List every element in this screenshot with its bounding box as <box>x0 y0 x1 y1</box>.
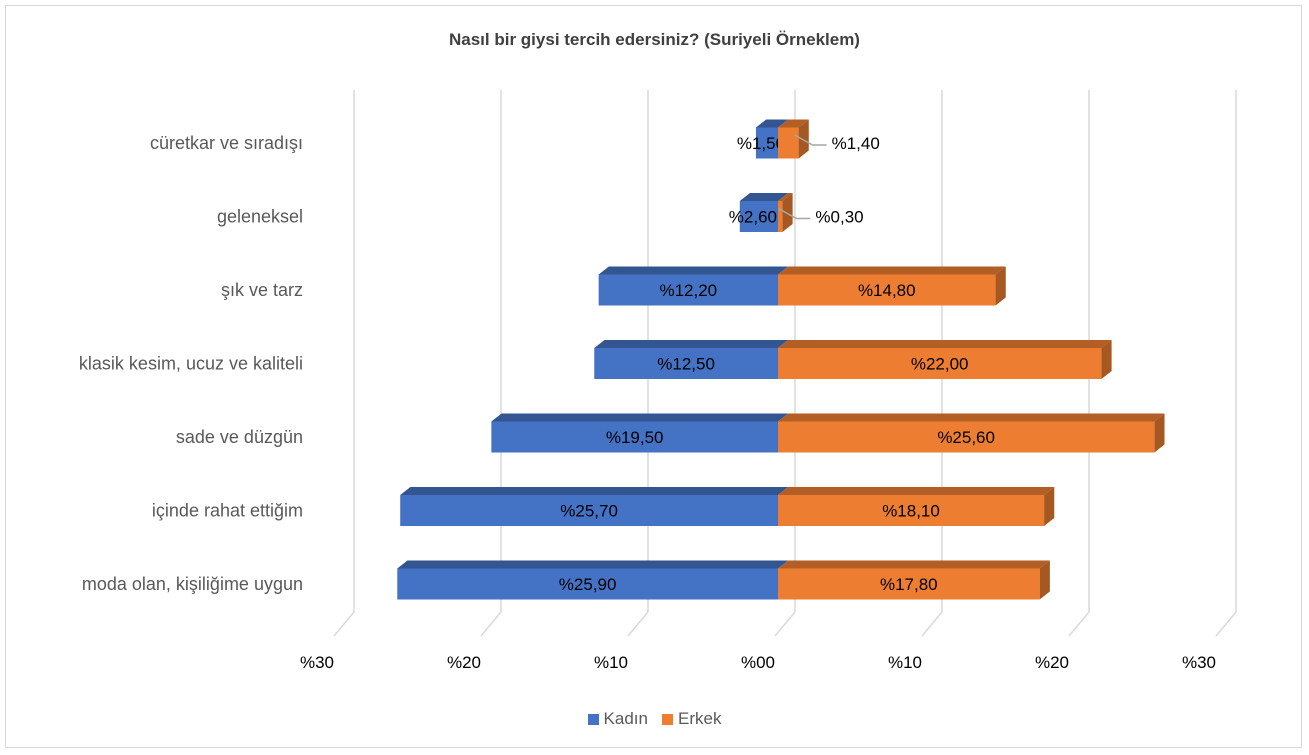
data-label-leader <box>778 207 811 220</box>
category-label: cüretkar ve sıradışı <box>150 133 303 153</box>
bar-front-face <box>755 127 778 159</box>
x-tick-label: %30 <box>1182 653 1216 672</box>
bar-kadin: %12,20 <box>598 266 789 306</box>
legend-item-kadin: Kadın <box>587 709 648 729</box>
data-label: %18,10 <box>882 502 940 521</box>
bar-front-face <box>594 348 778 379</box>
bar-top-face <box>739 193 789 201</box>
bar-front-face <box>778 495 1045 526</box>
data-label: %0,30 <box>815 208 863 227</box>
bar-front-face <box>778 274 996 306</box>
bar-side-face <box>782 193 793 232</box>
bar-side-face <box>995 266 1006 306</box>
x-tick-label: %10 <box>888 653 922 672</box>
bar-kadin: %12,50 <box>594 340 789 379</box>
category-label: şık ve tarz <box>221 280 303 300</box>
bar-erkek: %22,00 <box>778 340 1112 379</box>
gridline-foot <box>921 611 943 637</box>
bar-front-face <box>598 274 778 306</box>
bar-side-face <box>1154 413 1165 453</box>
category-label: geleneksel <box>217 207 303 227</box>
bar-front-face <box>778 127 799 159</box>
bar-front-face <box>739 201 778 232</box>
data-label: %25,60 <box>937 428 995 447</box>
data-label: %1,50 <box>737 134 785 153</box>
bar-erkek: %14,80 <box>778 266 1006 306</box>
bar-top-face <box>755 119 789 128</box>
bar-erkek: %17,80 <box>778 560 1050 600</box>
legend-swatch-erkek <box>661 713 673 725</box>
bar-side-face <box>798 119 809 159</box>
bar-erkek: %25,60 <box>778 413 1165 453</box>
category-label: moda olan, kişiliğime uygun <box>82 574 303 594</box>
bar-side-face <box>1039 560 1050 600</box>
data-label: %12,20 <box>659 281 717 300</box>
data-label: %25,70 <box>560 502 618 521</box>
chart-title: Nasıl bir giysi tercih edersiniz? (Suriy… <box>449 30 860 49</box>
bar-top-face <box>778 413 1165 422</box>
data-label: %2,60 <box>729 208 777 227</box>
gridline-foot <box>627 611 649 637</box>
data-label: %12,50 <box>657 355 715 374</box>
bar-top-face <box>491 413 789 422</box>
legend-swatch-kadin <box>587 713 599 725</box>
bar-side-face <box>1101 340 1112 379</box>
bar-kadin: %2,60 <box>729 193 789 232</box>
gridline-foot <box>1215 611 1237 637</box>
bar-erkek: %0,30 <box>778 193 864 232</box>
bar-top-face <box>400 487 789 495</box>
data-label: %22,00 <box>911 355 969 374</box>
gridline-foot <box>480 611 502 637</box>
data-label: %17,80 <box>880 575 938 594</box>
bar-kadin: %25,70 <box>400 487 789 526</box>
x-tick-label: %10 <box>594 653 628 672</box>
legend-label-erkek: Erkek <box>677 709 722 728</box>
legend-label-kadin: Kadın <box>603 709 648 728</box>
gridline-foot <box>1068 611 1090 637</box>
x-tick-label: %00 <box>741 653 775 672</box>
bar-top-face <box>594 340 789 348</box>
legend-item-erkek: Erkek <box>661 709 722 729</box>
bar-front-face <box>778 201 783 232</box>
category-label: sade ve düzgün <box>176 427 303 447</box>
category-label: içinde rahat ettiğim <box>152 501 303 521</box>
data-label: %19,50 <box>606 428 664 447</box>
bar-front-face <box>400 495 778 526</box>
gridline-foot <box>333 611 355 637</box>
bar-top-face <box>778 340 1112 348</box>
bar-front-face <box>778 568 1040 600</box>
x-tick-label: %30 <box>300 653 334 672</box>
bar-front-face <box>491 421 778 453</box>
bar-erkek: %18,10 <box>778 487 1055 526</box>
bar-kadin: %19,50 <box>491 413 789 453</box>
bar-erkek: %1,40 <box>778 119 880 159</box>
data-label: %14,80 <box>858 281 916 300</box>
legend: Kadın Erkek <box>0 709 1309 729</box>
bar-top-face <box>598 266 789 275</box>
bar-front-face <box>778 421 1155 453</box>
bar-kadin: %1,50 <box>737 119 789 159</box>
data-label: %1,40 <box>832 134 880 153</box>
bar-front-face <box>397 568 778 600</box>
bar-top-face <box>778 193 793 201</box>
bar-top-face <box>778 266 1006 275</box>
data-label-leader <box>794 134 827 146</box>
bar-front-face <box>778 348 1102 379</box>
chart-plot: %30 %20 %10 %00 %10 %20 %30 cüretkar ve sıradış… <box>79 90 1237 672</box>
data-label: %25,90 <box>559 575 617 594</box>
bar-top-face <box>778 119 809 128</box>
category-label: klasik kesim, ucuz ve kaliteli <box>79 354 303 374</box>
x-tick-label: %20 <box>1035 653 1069 672</box>
bar-top-face <box>397 560 789 569</box>
bar-top-face <box>778 560 1050 569</box>
gridline-foot <box>774 611 796 637</box>
bar-top-face <box>778 487 1055 495</box>
bar-side-face <box>1044 487 1055 526</box>
bar-kadin: %25,90 <box>397 560 789 600</box>
x-tick-label: %20 <box>447 653 481 672</box>
